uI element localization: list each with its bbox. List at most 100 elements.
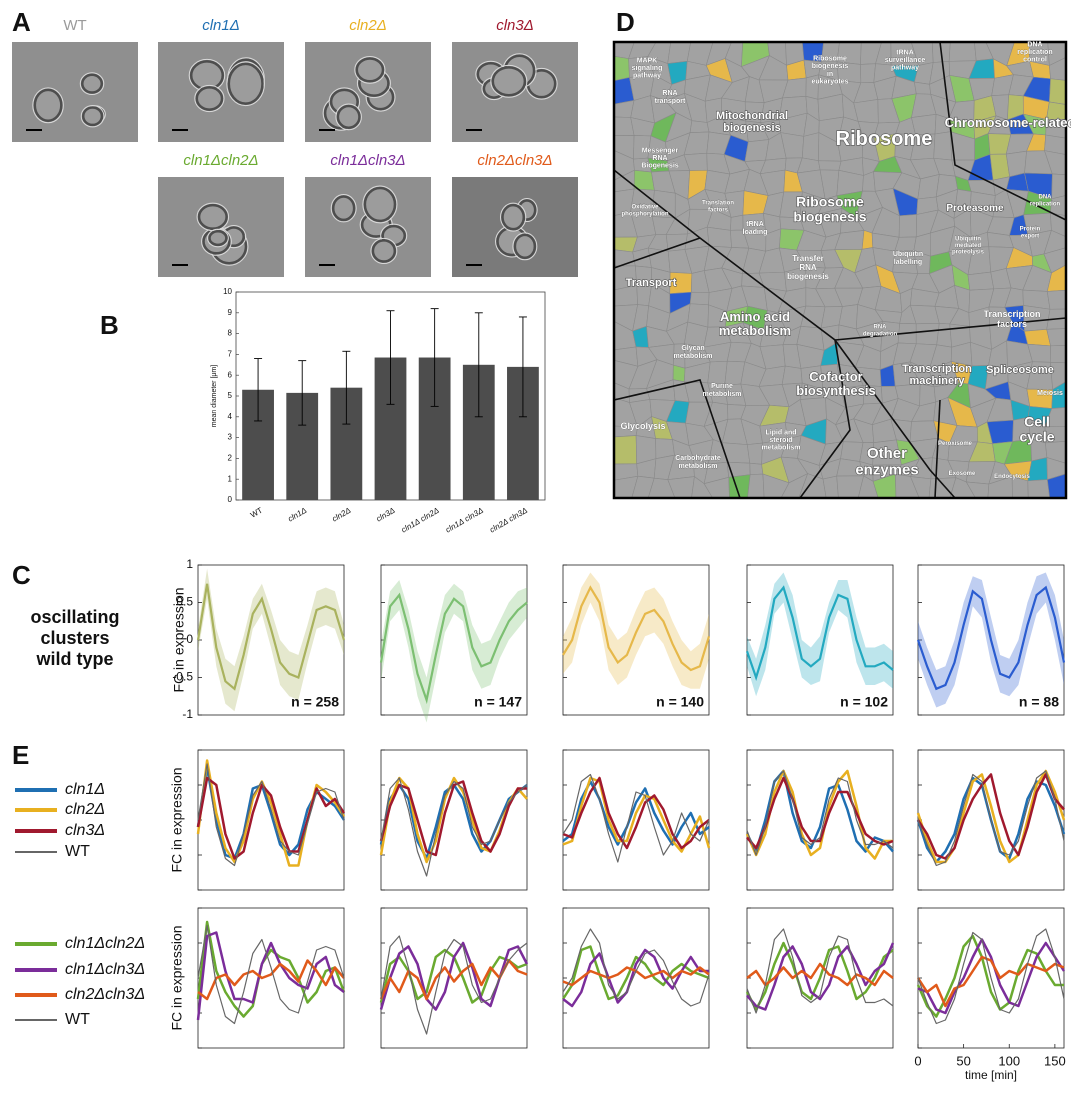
map-cell xyxy=(781,365,803,385)
region-boundary xyxy=(799,339,851,499)
map-label-line: pathway xyxy=(891,65,919,72)
region-boundary xyxy=(834,317,1067,341)
cell-halo xyxy=(79,72,105,96)
region-boundary xyxy=(934,399,941,499)
map-label: Proteasome xyxy=(946,203,1004,214)
cells xyxy=(32,72,106,128)
map-label: tRNA loading xyxy=(743,221,768,236)
map-label: DNA replication control xyxy=(1017,41,1052,63)
map-label-line: mediated xyxy=(955,243,982,249)
map-label-line: eukaryotes xyxy=(812,78,849,85)
cell xyxy=(197,203,228,230)
cell xyxy=(33,88,63,123)
map-label-line: cycle xyxy=(1019,428,1054,444)
mean-line xyxy=(196,583,346,691)
x-tick-label: cln1Δ cln2Δ xyxy=(400,506,441,535)
cell xyxy=(81,73,104,94)
cell xyxy=(501,203,526,231)
map-label: Transcription factors xyxy=(983,309,1040,329)
map-cell xyxy=(801,132,820,162)
y-tick-label: 7 xyxy=(228,350,233,359)
map-label: Peroxisome xyxy=(938,441,973,447)
map-cell xyxy=(744,139,770,162)
series-line xyxy=(379,941,529,1011)
map-cell xyxy=(1049,344,1067,364)
y-tick-label: 8 xyxy=(228,329,233,338)
y-tick-label: 9 xyxy=(228,308,233,317)
map-label: Amino acid metabolism xyxy=(719,309,791,338)
side-title: clusters xyxy=(40,628,109,648)
y-tick-label: 1 xyxy=(228,474,233,483)
series-line xyxy=(196,759,346,867)
series-line xyxy=(746,962,894,987)
map-label: Transfer RNA biogenesis xyxy=(787,254,829,281)
map-cell xyxy=(967,271,995,291)
map-label-line: Mitochondrial xyxy=(716,110,788,122)
cell xyxy=(81,106,104,127)
micrograph xyxy=(158,177,284,277)
map-cell xyxy=(860,63,876,84)
cell-halo xyxy=(490,64,528,98)
map-label-line: factors xyxy=(997,319,1027,329)
legend-label: WT xyxy=(65,1011,90,1028)
n-label: n = 102 xyxy=(840,694,888,710)
map-label: Ubiquitin labelling xyxy=(893,251,923,266)
sd-band xyxy=(198,568,344,712)
map-label-line: replication xyxy=(1017,49,1052,56)
map-label-line: Transcription xyxy=(983,309,1040,319)
map-label: Other enzymes xyxy=(855,445,918,479)
panel-letter: D xyxy=(616,7,635,37)
map-label-line: RNA xyxy=(799,263,817,272)
cell xyxy=(227,62,264,105)
map-label-line: Transcription xyxy=(902,363,972,375)
map-cell xyxy=(913,81,932,95)
series-line xyxy=(916,955,1065,1008)
map-label-line: Ribosome xyxy=(796,193,864,209)
map-label: tRNA surveillance pathway xyxy=(885,49,926,71)
strain-label: cln2Δcln3Δ xyxy=(477,152,552,169)
cell xyxy=(336,104,361,129)
map-label-line: loading xyxy=(743,229,768,236)
map-label: DNA replication xyxy=(1030,194,1061,207)
series-line xyxy=(917,770,1065,867)
x-axis-label: time [min] xyxy=(965,1068,1017,1082)
side-title: oscillating xyxy=(30,607,119,627)
strain-label: cln2Δ xyxy=(349,17,387,34)
y-tick-label: 4 xyxy=(228,412,233,421)
map-label: Lipid and steroid metabolism xyxy=(762,429,801,451)
region-boundary xyxy=(939,41,1067,221)
map-label-line: metabolism xyxy=(679,463,718,470)
map-label-line: RNA xyxy=(874,324,888,330)
legend-label: cln3Δ xyxy=(65,822,105,839)
panel-letter: A xyxy=(12,7,31,37)
map-cell xyxy=(1046,289,1067,310)
map-cell xyxy=(749,462,764,475)
legend-label: cln2Δcln3Δ xyxy=(65,986,145,1003)
map-label: MAPK signaling pathway xyxy=(632,57,663,79)
y-axis-label: FC in expression xyxy=(169,767,185,872)
map-label-line: control xyxy=(1023,57,1047,64)
map-label-line: Glycan xyxy=(681,345,704,352)
legend-label: cln1Δcln3Δ xyxy=(65,961,145,978)
cell-halo xyxy=(226,61,265,107)
cell-halo xyxy=(207,228,229,248)
map-label-line: Spliceosome xyxy=(986,364,1054,376)
strain-label: cln3Δ xyxy=(496,17,534,34)
series-line xyxy=(917,928,1065,1025)
map-label: Messenger RNA Biogenesis xyxy=(641,147,678,169)
micrograph xyxy=(305,177,431,277)
micrograph xyxy=(452,42,578,142)
cells xyxy=(188,57,265,113)
map-label: Transport xyxy=(626,277,677,289)
x-tick-label: cln3Δ xyxy=(375,506,397,524)
micrograph xyxy=(452,177,578,277)
map-label-line: Other xyxy=(867,445,907,462)
map-label: Chromosome-related xyxy=(945,115,1071,130)
map-cell xyxy=(818,160,842,171)
cell xyxy=(371,239,397,263)
legend-label: cln1Δcln2Δ xyxy=(65,935,145,952)
map-cell xyxy=(1051,173,1067,200)
cell-halo xyxy=(354,55,386,84)
